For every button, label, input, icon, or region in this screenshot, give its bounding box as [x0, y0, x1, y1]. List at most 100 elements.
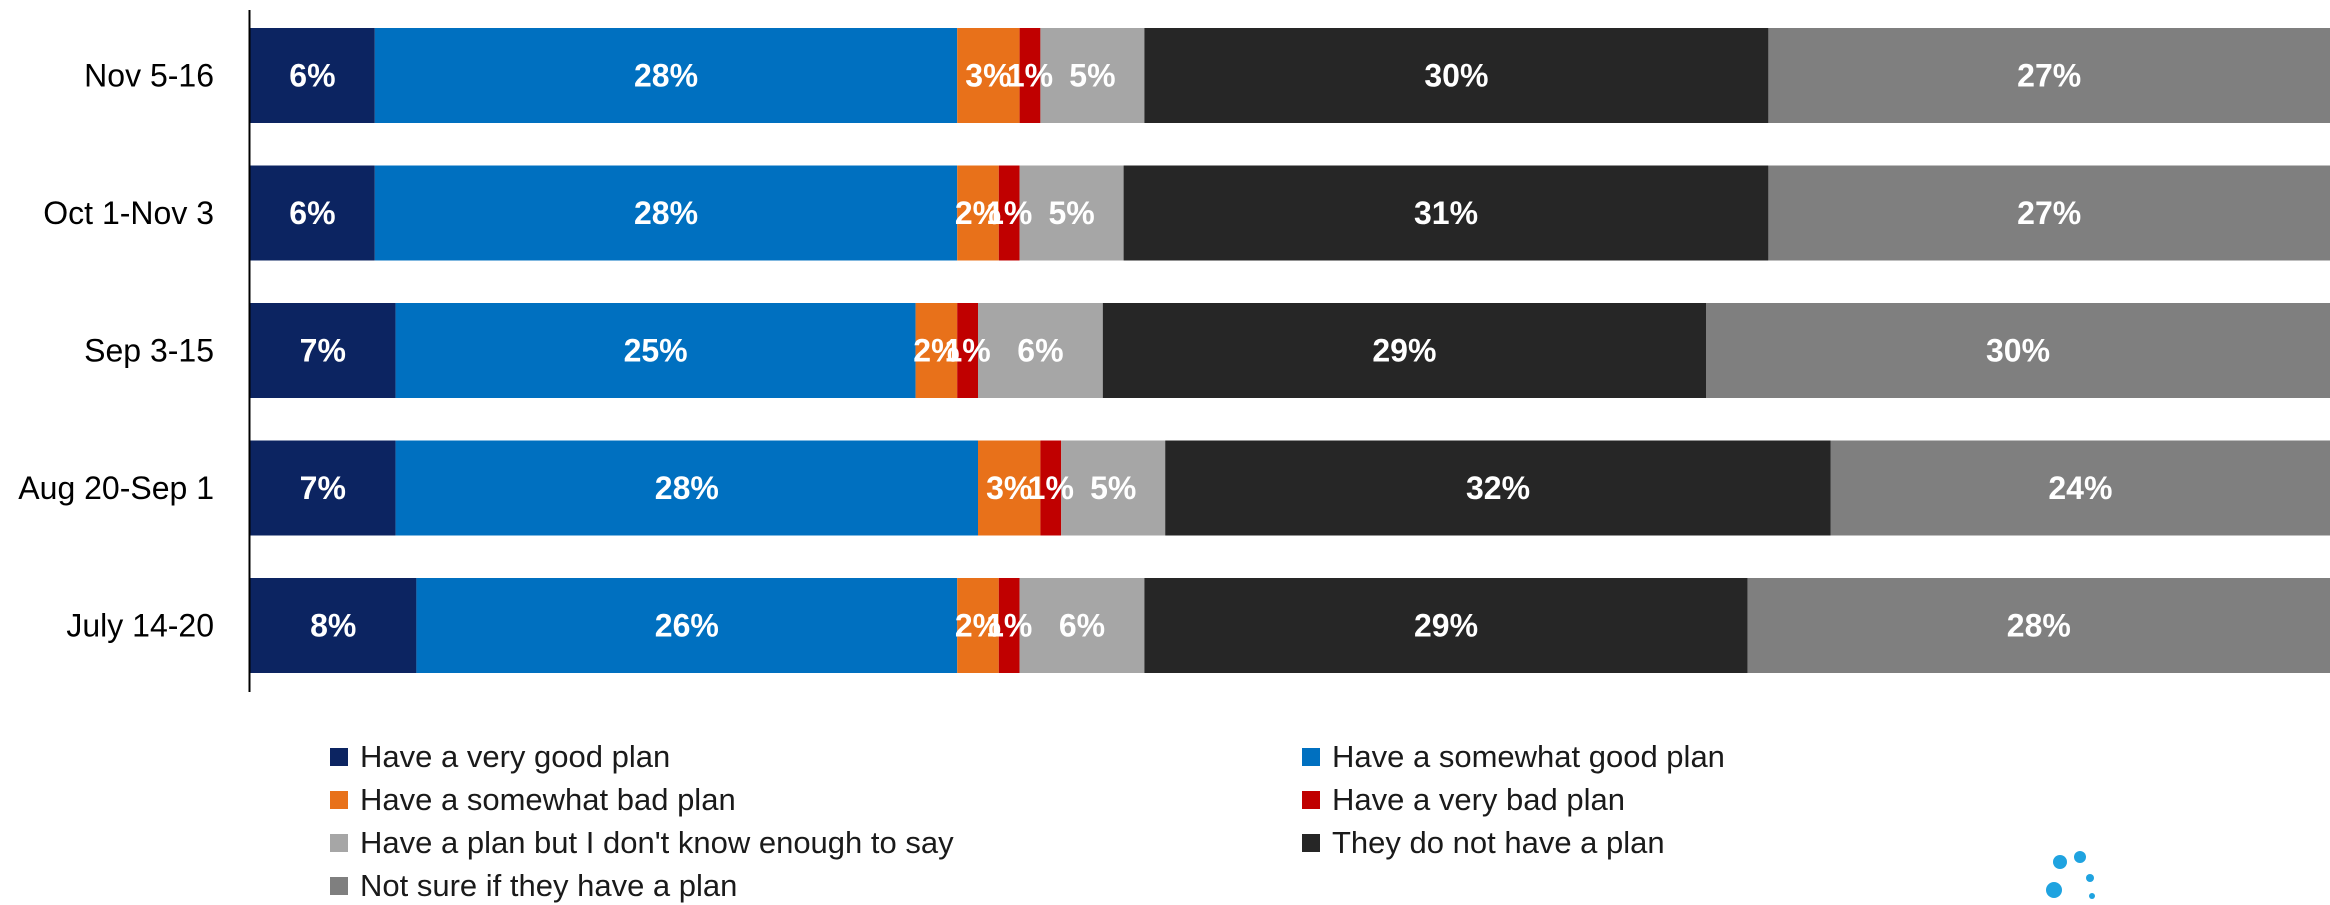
legend-item: Not sure if they have a plan — [330, 867, 1302, 905]
bar-segment — [395, 440, 979, 536]
data-label: 24% — [2048, 470, 2112, 506]
data-label: 1% — [986, 608, 1032, 644]
category-label: Oct 1-Nov 3 — [43, 195, 214, 231]
bar-segment — [1144, 578, 1748, 673]
data-label: 1% — [986, 195, 1032, 231]
data-label: 28% — [634, 195, 698, 231]
legend-label: Have a somewhat bad plan — [360, 782, 736, 817]
data-label: 6% — [1059, 608, 1105, 644]
data-label: 7% — [300, 333, 346, 369]
legend-item: Have a somewhat good plan — [1302, 738, 2002, 776]
legend-item: Have a plan but I don't know enough to s… — [330, 824, 1302, 862]
legend-label: Have a plan but I don't know enough to s… — [360, 825, 954, 860]
data-label: 5% — [1090, 470, 1136, 506]
data-label: 6% — [289, 58, 335, 94]
bar-segment — [250, 440, 396, 536]
data-label: 28% — [634, 58, 698, 94]
data-label: 27% — [2017, 58, 2081, 94]
legend-swatch — [1302, 748, 1320, 766]
legend-item: Have a very good plan — [330, 738, 1302, 776]
logo-dot — [2053, 855, 2067, 869]
bar-segment — [1019, 578, 1145, 673]
bar-segment — [1061, 440, 1166, 536]
bar-segment — [957, 165, 999, 261]
bar-segment — [250, 303, 396, 398]
data-label: 28% — [655, 470, 719, 506]
labels-layer: Nov 5-16 6% 28% 3%1% 5% 30% 27%Oct 1-Nov 3 6% 28… — [18, 58, 2112, 644]
bar-segment — [1768, 165, 2330, 261]
data-label: 28% — [2007, 608, 2071, 644]
category-label: Aug 20-Sep 1 — [18, 470, 214, 506]
legend-item: Have a very bad plan — [1302, 781, 2002, 819]
data-label: 30% — [1986, 333, 2050, 369]
bar-segment — [1040, 28, 1145, 123]
data-label: 25% — [624, 333, 688, 369]
bar-segment — [1706, 303, 2330, 398]
legend-swatch — [1302, 834, 1320, 852]
bar-segment — [374, 165, 958, 261]
legend-item: They do not have a plan — [1302, 824, 2002, 862]
legend-swatch — [1302, 791, 1320, 809]
legend-swatch — [330, 791, 348, 809]
bar-segment — [957, 578, 999, 673]
bar-segment — [1019, 165, 1124, 261]
bar-segment — [1747, 578, 2330, 673]
bar-segment — [1102, 303, 1706, 398]
data-label: 6% — [289, 195, 335, 231]
data-label: 2% — [913, 333, 959, 369]
data-label: 3% — [965, 58, 1011, 94]
bar-segment — [998, 165, 1020, 261]
data-label: 30% — [1424, 58, 1488, 94]
bars-layer — [250, 28, 2330, 673]
legend-label: They do not have a plan — [1332, 825, 1665, 860]
data-label: 1% — [1007, 58, 1053, 94]
category-label: Sep 3-15 — [84, 333, 214, 369]
data-label: 29% — [1372, 333, 1436, 369]
data-label: 26% — [655, 608, 719, 644]
logo-dot — [2074, 851, 2086, 863]
category-label: July 14-20 — [66, 608, 214, 644]
legend-label: Have a very good plan — [360, 739, 671, 774]
legend: Have a very good plan Have a somewhat goo… — [330, 738, 2030, 905]
logo-dot — [2046, 882, 2062, 898]
bar-segment — [250, 165, 375, 261]
data-label: 8% — [310, 608, 356, 644]
legend-swatch — [330, 877, 348, 895]
bar-segment — [1019, 28, 1041, 123]
bar-segment — [1123, 165, 1769, 261]
bar-segment — [250, 578, 417, 673]
bar-segment — [250, 28, 375, 123]
bar-segment — [1768, 28, 2330, 123]
data-label: 5% — [1069, 58, 1115, 94]
logo-dot — [2089, 893, 2095, 899]
bar-segment — [998, 578, 1020, 673]
legend-label: Have a somewhat good plan — [1332, 739, 1725, 774]
data-label: 1% — [944, 333, 990, 369]
data-label: 3% — [986, 470, 1032, 506]
legend-item: Have a somewhat bad plan — [330, 781, 1302, 819]
data-label: 6% — [1017, 333, 1063, 369]
bar-segment — [957, 303, 978, 398]
data-label: 5% — [1048, 195, 1094, 231]
legend-label: Not sure if they have a plan — [360, 868, 738, 903]
bar-segment — [395, 303, 916, 398]
data-label: 27% — [2017, 195, 2081, 231]
bar-segment — [374, 28, 958, 123]
data-label: 2% — [955, 195, 1001, 231]
logo-dot — [2086, 874, 2094, 882]
bar-segment — [957, 28, 1020, 123]
data-label: 7% — [300, 470, 346, 506]
legend-swatch — [330, 748, 348, 766]
category-label: Nov 5-16 — [84, 58, 214, 94]
data-label: 29% — [1414, 608, 1478, 644]
bar-segment — [1144, 28, 1769, 123]
legend-label: Have a very bad plan — [1332, 782, 1625, 817]
bar-segment — [1165, 440, 1831, 536]
data-label: 1% — [1028, 470, 1074, 506]
dots-logo-icon — [2046, 851, 2095, 899]
data-label: 32% — [1466, 470, 1530, 506]
bar-segment — [915, 303, 958, 398]
bar-segment — [1040, 440, 1062, 536]
legend-swatch — [330, 834, 348, 852]
